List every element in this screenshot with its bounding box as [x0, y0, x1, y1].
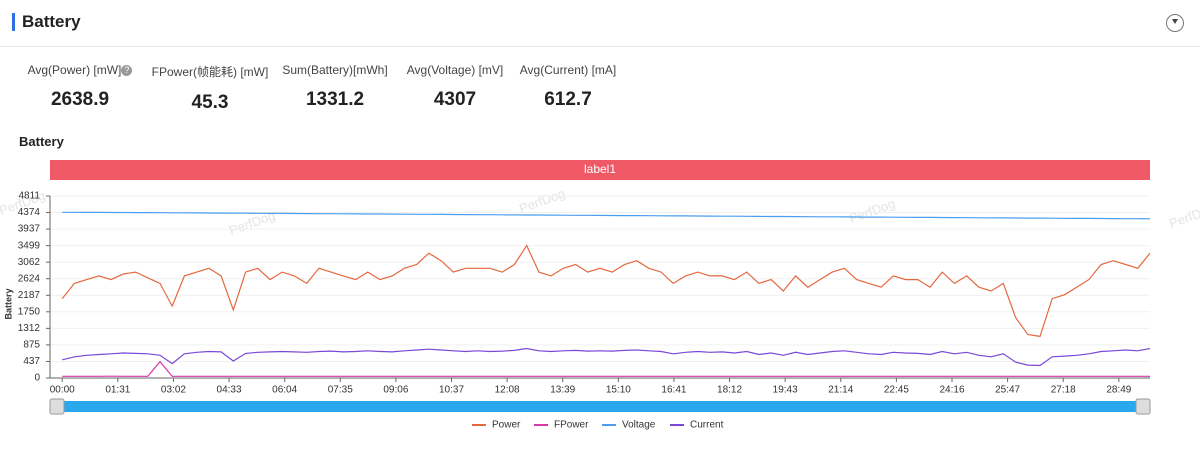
- watermark: PerfDog: [1167, 201, 1200, 231]
- x-tick-label: 07:35: [328, 385, 353, 396]
- metric-label-text: FPower(帧能耗) [mW]: [151, 65, 269, 79]
- x-tick-label: 03:02: [161, 385, 186, 396]
- metric-label: Avg(Voltage) [mV]: [395, 63, 515, 77]
- x-tick-label: 16:41: [661, 385, 686, 396]
- label-band: [50, 160, 1150, 180]
- y-tick-label: 875: [23, 340, 40, 351]
- y-tick-label: 2187: [18, 290, 41, 301]
- legend-label[interactable]: Voltage: [622, 420, 656, 431]
- y-tick-label: 1750: [18, 306, 41, 317]
- x-tick-label: 19:43: [773, 385, 798, 396]
- series-line: [62, 211, 1151, 220]
- y-tick-label: 437: [23, 356, 40, 367]
- metric-label-text: Avg(Power) [mW]: [27, 63, 122, 77]
- metric-label-text: Avg(Current) [mA]: [519, 63, 617, 77]
- y-tick-label: 3499: [18, 240, 41, 251]
- y-tick-label: 4374: [18, 207, 41, 218]
- metric: FPower(帧能耗) [mW] 45.3: [150, 63, 270, 114]
- x-tick-label: 10:37: [439, 385, 464, 396]
- y-tick-label: 2624: [18, 273, 41, 284]
- metric-value: 2638.9: [50, 89, 110, 110]
- collapse-button[interactable]: [1166, 14, 1184, 32]
- metric-label: Avg(Current) [mA]: [508, 63, 628, 77]
- header: Battery: [0, 0, 1200, 47]
- metric-label: Avg(Power) [mW]?: [20, 63, 140, 77]
- header-title: Battery: [22, 12, 81, 31]
- watermark: PerfDog: [517, 186, 567, 216]
- x-tick-label: 04:33: [217, 385, 242, 396]
- x-tick-label: 09:06: [383, 385, 408, 396]
- y-tick-label: 3062: [18, 257, 41, 268]
- x-tick-label: 25:47: [995, 385, 1020, 396]
- slider-handle-right[interactable]: [1135, 398, 1151, 415]
- x-tick-label: 13:39: [550, 385, 575, 396]
- y-tick-label: 1312: [18, 323, 41, 334]
- series-line: [62, 360, 1150, 377]
- legend-label[interactable]: Current: [690, 420, 724, 431]
- header-accent: [12, 13, 15, 31]
- y-axis-label: Battery: [3, 288, 13, 319]
- x-tick-label: 12:08: [495, 385, 520, 396]
- x-tick-label: 22:45: [884, 385, 909, 396]
- watermark: PerfDog: [847, 196, 897, 226]
- y-tick-label: 4811: [18, 191, 40, 202]
- metric-label: Sum(Battery)[mWh]: [275, 63, 395, 77]
- series-line: [62, 347, 1151, 367]
- x-tick-label: 27:18: [1051, 385, 1076, 396]
- metric-label: FPower(帧能耗) [mW]: [150, 63, 270, 80]
- x-tick-label: 21:14: [828, 385, 853, 396]
- range-slider: [50, 401, 1150, 412]
- x-tick-label: 00:00: [50, 385, 75, 396]
- metric: Avg(Power) [mW]? 2638.9: [20, 63, 140, 111]
- legend-label[interactable]: FPower: [554, 420, 589, 431]
- y-tick-label: 3937: [18, 224, 41, 235]
- label-band-text: label1: [584, 162, 616, 176]
- metric: Sum(Battery)[mWh] 1331.2: [275, 63, 395, 111]
- y-tick-label: 0: [34, 373, 40, 384]
- x-tick-label: 06:04: [272, 385, 297, 396]
- metric-label-text: Sum(Battery)[mWh]: [282, 63, 388, 77]
- x-tick-label: 28:49: [1106, 385, 1131, 396]
- metric: Avg(Current) [mA] 612.7: [508, 63, 628, 111]
- metric-value: 1331.2: [305, 89, 365, 110]
- metric-value: 4307: [433, 89, 477, 110]
- metric-value: 45.3: [191, 92, 229, 113]
- x-tick-label: 24:16: [939, 385, 964, 396]
- help-icon[interactable]: ?: [121, 65, 133, 77]
- x-tick-label: 15:10: [606, 385, 631, 396]
- metric-value: 612.7: [544, 89, 592, 110]
- slider-handle-left[interactable]: [49, 398, 65, 415]
- x-tick-label: 18:12: [717, 385, 742, 396]
- legend-label[interactable]: Power: [492, 420, 521, 431]
- section-title: Battery: [19, 134, 64, 149]
- metric: Avg(Voltage) [mV] 4307: [395, 63, 515, 111]
- x-tick-label: 01:31: [105, 385, 130, 396]
- series-line: [61, 244, 1151, 338]
- metric-label-text: Avg(Voltage) [mV]: [406, 63, 504, 77]
